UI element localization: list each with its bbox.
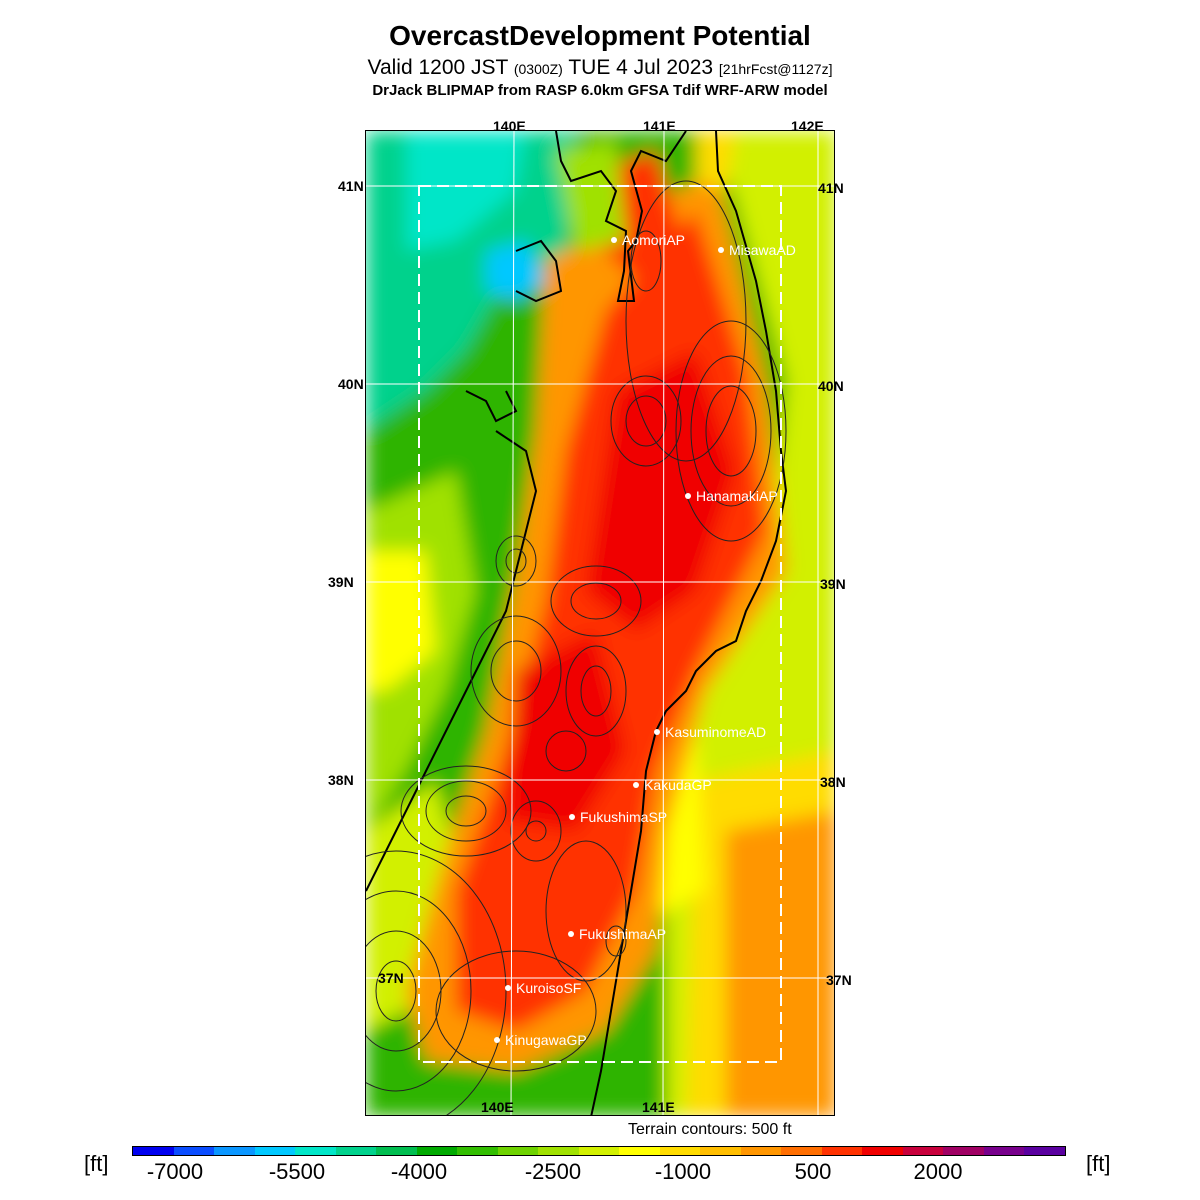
valid-date: TUE 4 Jul 2023 (568, 56, 714, 79)
overcast-potential-map: AomoriAP MisawaAD HanamakiAP KasuminomeA… (365, 130, 835, 1116)
colorbar-unit-right: [ft] (1086, 1151, 1111, 1176)
colorbar-swatch (578, 1147, 620, 1155)
colorbar-swatch (943, 1147, 984, 1155)
lat-label-left: 38N (328, 772, 354, 788)
colorbar-swatch (173, 1147, 215, 1155)
lat-label-left: 37N (378, 970, 404, 986)
colorbar-swatch (416, 1147, 458, 1155)
station-dot (611, 237, 617, 243)
station-label: FukushimaSP (580, 809, 667, 825)
colorbar (132, 1146, 1066, 1156)
lat-label-left: 39N (328, 574, 354, 590)
colorbar-unit-left: [ft] (84, 1151, 109, 1176)
colorbar-label: 2000 (913, 1159, 963, 1184)
lat-label-left: 41N (338, 178, 364, 194)
station-label: FukushimaAP (579, 926, 666, 942)
station-label: HanamakiAP (696, 488, 778, 504)
station-dot (505, 985, 511, 991)
lon-label-top: 140E (493, 118, 526, 134)
lon-label-top: 142E (791, 118, 824, 134)
utc-time: (0300Z) (513, 61, 563, 77)
colorbar-swatch (254, 1147, 296, 1155)
colorbar-swatch (902, 1147, 944, 1155)
station-label: AomoriAP (622, 232, 685, 248)
lat-label-left: 40N (338, 376, 364, 392)
station-dot (685, 493, 691, 499)
field-shading (366, 131, 834, 1115)
colorbar-swatch (214, 1147, 255, 1155)
colorbar-label: -1000 (654, 1159, 712, 1184)
inner-domain-box (418, 185, 782, 1063)
colorbar-swatch (133, 1147, 174, 1155)
station-dot (569, 814, 575, 820)
colorbar-label: -7000 (146, 1159, 204, 1184)
colorbar-swatch (457, 1147, 498, 1155)
colorbar-swatch (821, 1147, 863, 1155)
lat-label-right: 41N (818, 180, 844, 196)
colorbar-swatch (335, 1147, 377, 1155)
station-label: KasuminomeAD (665, 724, 766, 740)
terrain-contour-note: Terrain contours: 500 ft (628, 1121, 792, 1138)
valid-time-line: Valid 1200 JST (0300Z) TUE 4 Jul 2023 [2… (0, 56, 1200, 80)
forecast-info: [21hrFcst@1127z] (718, 61, 833, 77)
colorbar-label: 500 (794, 1159, 832, 1184)
colorbar-swatch (659, 1147, 701, 1155)
lat-label-right: 39N (820, 576, 846, 592)
station-label: KuroisoSF (516, 980, 581, 996)
colorbar-label: -4000 (390, 1159, 448, 1184)
station-label: KinugawaGP (505, 1032, 587, 1048)
colorbar-swatch (781, 1147, 822, 1155)
colorbar-swatch (740, 1147, 782, 1155)
colorbar-swatch (700, 1147, 741, 1155)
station-label: KakudaGP (644, 777, 712, 793)
lat-label-right: 38N (820, 774, 846, 790)
lat-lon-grid (366, 131, 834, 1115)
lon-label-bottom: 141E (642, 1099, 675, 1115)
colorbar-swatch (376, 1147, 417, 1155)
station-dot (718, 247, 724, 253)
map-title: OvercastDevelopment Potential (389, 20, 811, 51)
colorbar-swatch (619, 1147, 660, 1155)
station-dot (633, 782, 639, 788)
lon-label-bottom: 140E (481, 1099, 514, 1115)
colorbar-swatch (862, 1147, 903, 1155)
station-dot (568, 931, 574, 937)
colorbar-label: -5500 (268, 1159, 326, 1184)
colorbar-swatch (295, 1147, 336, 1155)
colorbar-swatch (497, 1147, 539, 1155)
colorbar-swatch (1024, 1147, 1065, 1155)
lat-label-right: 40N (818, 378, 844, 394)
lat-label-right: 37N (826, 972, 852, 988)
model-line: DrJack BLIPMAP from RASP 6.0km GFSA Tdif… (372, 82, 828, 99)
lon-label-top: 141E (643, 118, 676, 134)
station-label: MisawaAD (729, 242, 796, 258)
station-dots (494, 237, 724, 1043)
valid-time: Valid 1200 JST (367, 56, 508, 79)
colorbar-swatch (538, 1147, 579, 1155)
station-dot (654, 729, 660, 735)
terrain-contours (366, 180, 787, 1115)
colorbar-swatch (983, 1147, 1025, 1155)
station-dot (494, 1037, 500, 1043)
colorbar-label: -2500 (524, 1159, 582, 1184)
